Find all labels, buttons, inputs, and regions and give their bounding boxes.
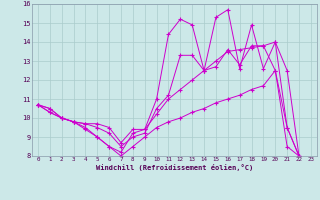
X-axis label: Windchill (Refroidissement éolien,°C): Windchill (Refroidissement éolien,°C) [96,164,253,171]
